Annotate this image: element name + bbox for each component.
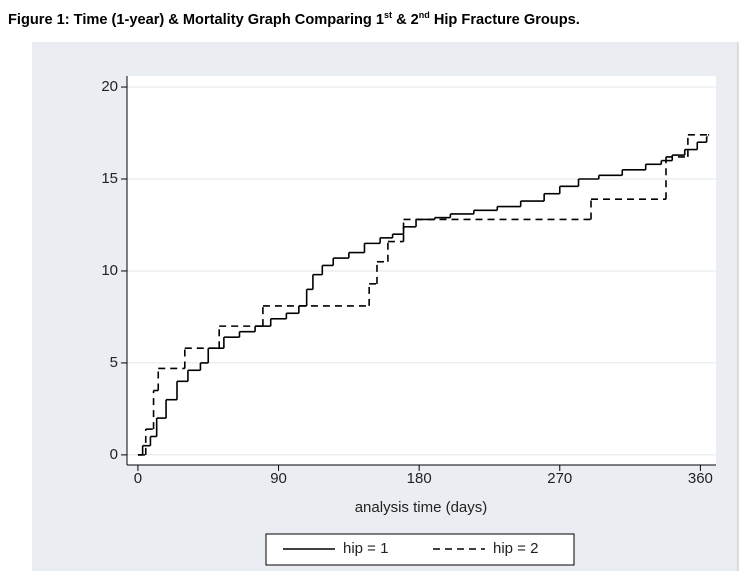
y-tick-label: 0: [110, 446, 118, 463]
x-tick-label: 0: [134, 470, 142, 487]
title-text: Hip Fracture Groups.: [429, 11, 580, 28]
legend-label: hip = 2: [493, 540, 538, 557]
x-tick-label: 90: [270, 470, 287, 487]
x-tick-label: 270: [547, 470, 572, 487]
chart-title: Figure 1: Time (1-year) & Mortality Grap…: [8, 10, 580, 28]
title-text: & 2: [392, 11, 419, 28]
x-axis-label: analysis time (days): [355, 499, 488, 516]
title-sup: st: [384, 10, 393, 20]
x-tick-label: 180: [407, 470, 432, 487]
y-tick-label: 10: [101, 262, 118, 279]
x-tick-label: 360: [688, 470, 713, 487]
title-sup: nd: [418, 10, 430, 20]
y-tick-label: 15: [101, 170, 118, 187]
legend-label: hip = 1: [343, 540, 388, 557]
title-text: Figure 1: Time (1-year) & Mortality Grap…: [8, 11, 384, 28]
y-tick-label: 20: [101, 78, 118, 95]
y-tick-label: 5: [110, 354, 118, 371]
